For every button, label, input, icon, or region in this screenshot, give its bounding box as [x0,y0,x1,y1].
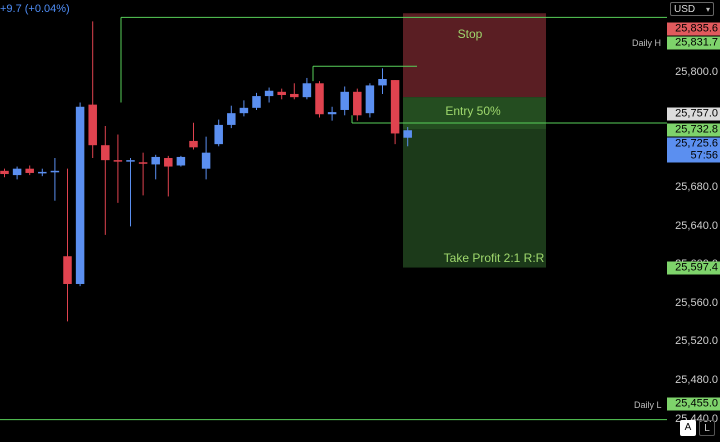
candle-body [227,113,236,125]
candle-body [264,90,274,97]
candle-body [164,158,173,167]
last-price-tag: 25,725.6 [667,137,720,151]
currency-label: USD [674,4,696,15]
daily-high-label: Daily H [632,38,662,48]
candle-body [151,156,160,165]
candle-body [340,91,349,110]
daily-high-price-tag: 25,831.7 [667,36,720,50]
candle-body [390,80,400,134]
candle-body [63,256,72,284]
candle-body [189,140,198,148]
midline-price-tag: 25,732.8 [667,123,720,137]
daily-low-label: Daily L [634,400,662,410]
candle-body [176,156,186,166]
candle-body [12,168,22,176]
axis-tick: 25,560.0 [675,297,718,309]
candle-body [290,93,299,98]
take-profit-price-tag: 25,597.4 [667,261,720,275]
daily-low-price-tag: 25,455.0 [667,397,720,411]
axis-tick: 25,800.0 [675,66,718,78]
entry-band [403,97,546,129]
candle-body [38,171,47,174]
candle-body [75,106,85,284]
candle-body [126,160,135,162]
entry-price-tag: 25,757.0 [667,107,720,121]
axis-tick: 25,680.0 [675,181,718,193]
price-change: +9.7 (+0.04%) [0,3,70,15]
candle-body [239,107,249,114]
candle-body [101,145,110,161]
candle-body [327,112,337,115]
candle-body [25,168,34,173]
candle-body [0,170,9,175]
candle-body [252,96,261,108]
axis-tick: 25,480.0 [675,374,718,386]
auto-scale-button[interactable]: A [680,420,696,436]
candle-body [378,79,387,86]
log-scale-button[interactable]: L [699,420,715,436]
candlestick-plot[interactable] [0,0,667,442]
candle-body [277,91,286,96]
axis-tick: 25,640.0 [675,220,718,232]
currency-selector[interactable]: USD ▾ [670,2,714,16]
chevron-down-icon: ▾ [705,5,710,14]
bar-countdown: 57:56 [667,149,720,163]
axis-tick: 25,520.0 [675,335,718,347]
stop-price-tag: 25,835.6 [667,22,720,36]
candle-body [365,85,375,114]
candle-body [214,124,223,145]
candle-body [113,160,123,162]
price-chart[interactable]: +9.7 (+0.04%) Daily H Daily L Stop Entry… [0,0,667,442]
stop-zone [403,13,546,98]
candle-body [88,104,97,146]
entry-label: Entry 50% [445,104,501,118]
candle-body [302,83,312,98]
candle-body [353,91,362,116]
candle-body [50,170,60,173]
take-profit-label: Take Profit 2:1 R:R [443,251,545,265]
candle-body [403,130,412,138]
candle-body [138,162,148,164]
candle-body [315,83,324,115]
stop-label: Stop [457,27,483,41]
candle-body [201,152,211,169]
price-axis[interactable]: USD ▾ 25,800.0 25,680.0 25,640.0 25,600.… [667,0,720,442]
